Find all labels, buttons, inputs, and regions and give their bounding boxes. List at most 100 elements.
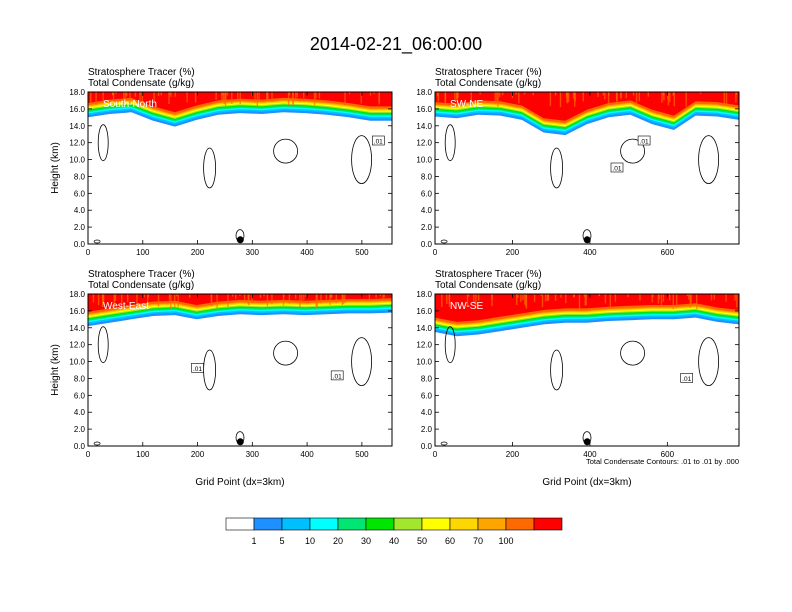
y-axis-label: Height (km) <box>50 142 61 194</box>
plot-frame <box>87 293 393 447</box>
colorbar-level-label: 100 <box>498 536 513 546</box>
location-marker <box>236 236 244 244</box>
y-tick-label: 14.0 <box>416 324 432 333</box>
y-tick-label: 8.0 <box>74 374 86 383</box>
tracer-streaks <box>92 294 385 309</box>
plot-frame <box>434 293 740 447</box>
y-tick-label: 2.0 <box>421 223 433 232</box>
y-tick-label: 14.0 <box>69 122 85 131</box>
y-tick-label: 14.0 <box>69 324 85 333</box>
y-tick-label: 2.0 <box>74 223 86 232</box>
colorbar-box <box>225 517 255 531</box>
cross-section-label: NW-SE <box>450 301 483 312</box>
colorbar-box <box>309 517 339 531</box>
plot-frame <box>434 91 740 245</box>
colorbar-box <box>281 517 311 531</box>
y-tick-label: 12.0 <box>69 139 85 148</box>
panel-header-line: Stratosphere Tracer (%) <box>88 269 195 280</box>
x-tick-label: 200 <box>506 450 520 459</box>
contour-label-box <box>637 135 651 146</box>
y-tick-label: 12.0 <box>69 341 85 350</box>
contour-label-box <box>680 373 694 383</box>
y-tick-label: 18.0 <box>416 290 432 299</box>
x-tick-label: 100 <box>136 248 150 257</box>
panel-header-line: Stratosphere Tracer (%) <box>435 67 542 78</box>
y-tick-label: 10.0 <box>416 156 432 165</box>
contour-line <box>698 135 719 185</box>
panel-top-right: Stratosphere Tracer (%)Total Condensate … <box>416 67 740 257</box>
colorbar-level-label: 10 <box>305 536 315 546</box>
x-tick-label: 200 <box>506 248 520 257</box>
x-axis-label: Grid Point (dx=3km) <box>542 477 631 488</box>
contour-line <box>351 135 373 185</box>
contour-line <box>698 337 719 387</box>
panel-header-line: Stratosphere Tracer (%) <box>435 269 542 280</box>
plot-frame <box>87 91 393 245</box>
colorbar-level-label: 5 <box>279 536 284 546</box>
x-tick-label: 400 <box>583 248 597 257</box>
contour-line <box>550 349 563 391</box>
cross-section-label: West-East <box>103 301 149 312</box>
panel-header-line: Total Condensate (g/kg) <box>88 280 194 291</box>
contour-line <box>620 340 645 366</box>
y-tick-label: 8.0 <box>421 172 433 181</box>
colorbar-box <box>253 517 283 531</box>
y-tick-label: 4.0 <box>74 206 86 215</box>
y-tick-label: 2.0 <box>74 425 86 434</box>
y-tick-label: 16.0 <box>416 307 432 316</box>
y-tick-label: 14.0 <box>416 122 432 131</box>
colorbar-level-label: 20 <box>333 536 343 546</box>
y-tick-label: 6.0 <box>421 391 433 400</box>
tracer-band-11 <box>435 92 739 121</box>
y-tick-label: 0.0 <box>421 240 433 249</box>
contour-note: Total Condensate Contours: .01 to .01 by… <box>586 457 739 466</box>
location-marker <box>583 438 591 446</box>
contour-line <box>550 147 563 189</box>
contour-label: .01 <box>193 366 202 373</box>
contour-line <box>444 124 456 162</box>
x-tick-label: 300 <box>246 450 260 459</box>
location-marker <box>236 438 244 446</box>
panel-top-left: Stratosphere Tracer (%)Total Condensate … <box>50 67 393 257</box>
y-tick-label: 18.0 <box>69 88 85 97</box>
y-tick-label: 10.0 <box>416 358 432 367</box>
y-axis-label: Height (km) <box>50 344 61 396</box>
x-tick-label: 100 <box>136 450 150 459</box>
panel-header-line: Total Condensate (g/kg) <box>88 78 194 89</box>
figure-title: 2014-02-21_06:00:00 <box>310 34 482 55</box>
contour-line <box>203 147 217 189</box>
y-tick-label: 6.0 <box>421 189 433 198</box>
colorbar-level-label: 50 <box>417 536 427 546</box>
colorbar-legend: 1 5 10 20 30 40 50 60 70 100 <box>225 517 563 546</box>
tracer-streaks <box>90 92 380 107</box>
panel-header-line: Total Condensate (g/kg) <box>435 280 541 291</box>
colorbar-box <box>449 517 479 531</box>
y-tick-label: 0.0 <box>421 442 433 451</box>
plot-area <box>88 92 392 244</box>
x-tick-label: 600 <box>661 248 675 257</box>
condensate-contours <box>440 124 719 244</box>
contour-label: .01 <box>682 376 691 383</box>
y-tick-label: 6.0 <box>74 391 86 400</box>
tracer-streaks <box>441 294 738 310</box>
colorbar-level-label: 40 <box>389 536 399 546</box>
y-tick-label: 0.0 <box>74 442 86 451</box>
x-axis-label: Grid Point (dx=3km) <box>195 477 284 488</box>
tracer-field <box>435 92 739 136</box>
tracer-field <box>435 294 739 337</box>
y-tick-label: 12.0 <box>416 139 432 148</box>
contour-line <box>620 138 645 164</box>
colorbar-box <box>533 517 563 531</box>
tracer-field <box>88 92 392 127</box>
contour-label-box <box>610 162 624 173</box>
condensate-contours <box>93 124 373 244</box>
y-tick-label: 18.0 <box>69 290 85 299</box>
panel-bottom-left: Stratosphere Tracer (%)Total Condensate … <box>50 269 393 488</box>
y-tick-label: 16.0 <box>69 307 85 316</box>
colorbar-level-label: 60 <box>445 536 455 546</box>
x-tick-label: 0 <box>86 450 91 459</box>
contour-label: .01 <box>374 139 383 146</box>
y-tick-label: 10.0 <box>69 358 85 367</box>
panel-header-line: Total Condensate (g/kg) <box>435 78 541 89</box>
y-tick-label: 12.0 <box>416 341 432 350</box>
